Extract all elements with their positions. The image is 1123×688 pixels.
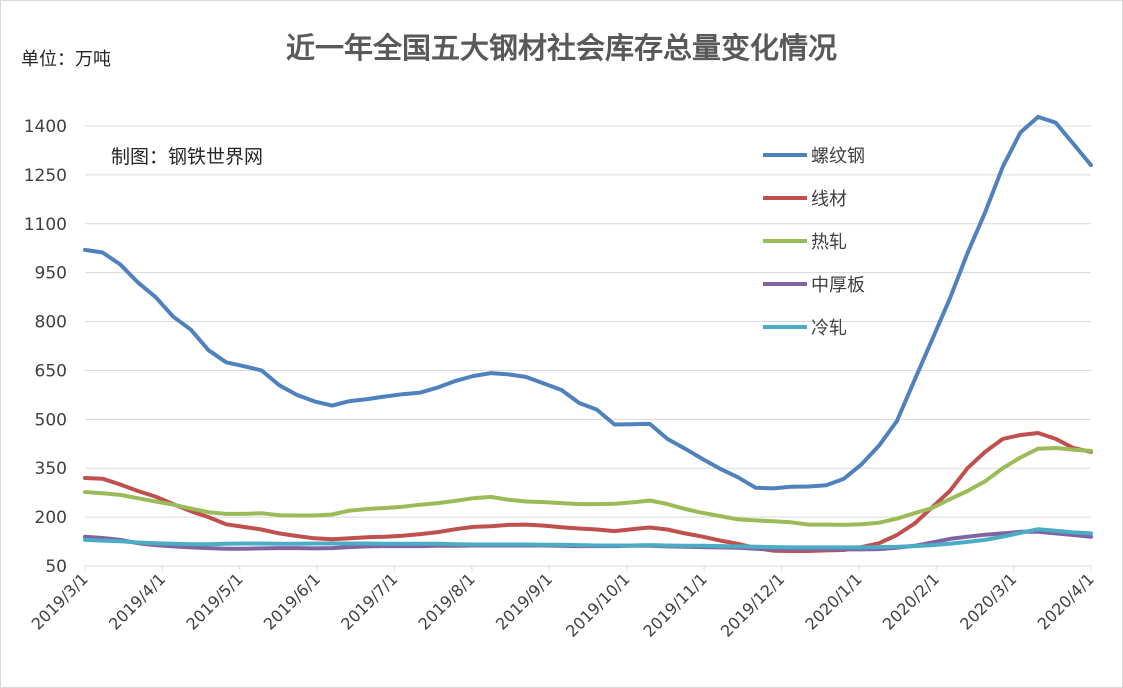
- y-tick-label: 1400: [24, 117, 67, 137]
- y-tick-label: 350: [35, 459, 67, 479]
- x-tick-label: 2020/4/1: [1034, 569, 1098, 633]
- legend-item: 冷轧: [763, 305, 865, 348]
- chart-legend: 螺纹钢线材热轧中厚板冷轧: [763, 133, 865, 348]
- legend-swatch: [763, 195, 807, 200]
- y-tick-label: 200: [35, 508, 67, 528]
- legend-label: 中厚板: [811, 274, 865, 296]
- x-tick-label: 2019/8/1: [415, 569, 479, 633]
- x-tick-label: 2019/5/1: [182, 569, 246, 633]
- y-tick-label: 1250: [24, 166, 67, 186]
- x-tick-label: 2020/3/1: [956, 569, 1020, 633]
- series-line-2: [83, 431, 1093, 553]
- series-line-5: [83, 527, 1093, 550]
- y-tick-label: 50: [45, 557, 67, 577]
- legend-label: 线材: [811, 188, 847, 210]
- series-line-3: [83, 446, 1093, 527]
- y-tick-label: 800: [35, 313, 67, 333]
- series-line-1: [83, 114, 1093, 491]
- x-tick-label: 2019/11/1: [639, 569, 710, 640]
- legend-item: 中厚板: [763, 262, 865, 305]
- x-tick-label: 2019/9/1: [492, 569, 556, 633]
- x-tick-label: 2020/2/1: [879, 569, 943, 633]
- legend-item: 线材: [763, 176, 865, 219]
- x-tick-label: 2019/10/1: [562, 569, 633, 640]
- chart-title: 近一年全国五大钢材社会库存总量变化情况: [285, 31, 837, 65]
- credit-label: 制图：钢铁世界网: [111, 146, 264, 168]
- x-tick-label: 2020/1/1: [801, 569, 865, 633]
- y-tick-label: 650: [35, 361, 67, 381]
- unit-label: 单位：万吨: [21, 49, 111, 70]
- x-tick-label: 2019/12/1: [717, 569, 788, 640]
- x-tick-label: 2019/4/1: [105, 569, 169, 633]
- y-tick-label: 500: [35, 410, 67, 430]
- legend-swatch: [763, 324, 807, 329]
- legend-label: 热轧: [811, 231, 847, 253]
- x-tick-label: 2019/3/1: [28, 569, 92, 633]
- y-tick-label: 1100: [24, 215, 67, 235]
- legend-swatch: [763, 152, 807, 157]
- legend-label: 冷轧: [811, 317, 847, 339]
- legend-label: 螺纹钢: [811, 145, 865, 167]
- legend-item: 热轧: [763, 219, 865, 262]
- legend-swatch: [763, 281, 807, 286]
- y-tick-label: 950: [35, 264, 67, 284]
- legend-swatch: [763, 238, 807, 243]
- legend-item: 螺纹钢: [763, 133, 865, 176]
- x-tick-label: 2019/6/1: [260, 569, 324, 633]
- x-tick-label: 2019/7/1: [337, 569, 401, 633]
